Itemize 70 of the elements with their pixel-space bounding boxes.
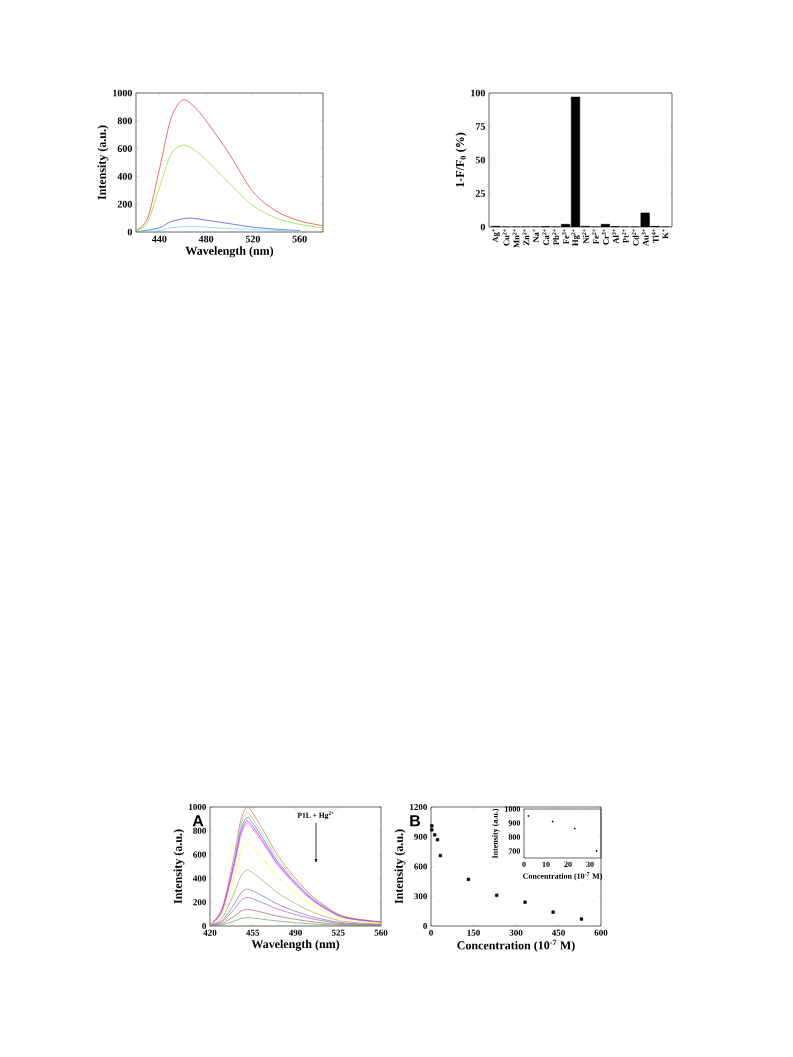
x-tick-label: Fe$^{3+}$ [562,229,570,244]
x-tick-label: 150 [467,929,480,936]
x-tick-label: 480 [198,235,214,243]
x-tick-label: Al$^{3+}$ [611,229,619,244]
y-tick-label: 900 [508,820,521,826]
x-tick-label: 450 [551,929,565,936]
x-tick-label: 490 [288,929,302,936]
y-tick-label: 50 [475,156,485,164]
y-tick-label: 200 [117,200,132,208]
y-tick-label: 400 [117,173,132,180]
y-tick-label: 700 [508,848,521,854]
y-tick-label: 1000 [505,806,521,812]
x-tick-label: 455 [246,929,260,936]
x-tick-label: Ti$^{4+}$ [651,229,659,243]
x-axis-title: Wavelength (nm) [185,246,274,258]
x-tick-label: 560 [374,929,388,936]
x-tick-label: Pb$^{2+}$ [552,229,560,245]
x-tick-label: Au$^{3+}$ [641,229,649,246]
y-axis-title: Intensity (a.u.) [173,829,185,904]
y-axis-title: Intensity (a.u.) [492,808,500,859]
y-tick-label: 75 [475,123,486,130]
y-tick-label: 200 [193,899,207,906]
y-tick-label: 1000 [189,803,207,811]
y-tick-label: 900 [414,833,428,840]
y-tick-label: 800 [193,827,207,834]
y-axis-title: Intensity (a.u.) [394,829,406,904]
x-tick-label: Mn$^{2+}$ [512,229,520,248]
x-tick-label: Zn$^{2+}$ [522,229,530,246]
x-tick-label: Cd$^{2+}$ [631,229,639,246]
x-tick-label: Ag$^{+}$ [491,229,500,243]
x-tick-label: K$^{+}$ [661,229,669,239]
x-tick-label: 0 [522,861,526,868]
text: A [192,815,204,827]
x-tick-label: 440 [152,235,167,243]
x-tick-label: Ca$^{2+}$ [542,229,550,246]
y-tick-label: 600 [117,145,132,152]
x-axis-title: Concentration (10$^{-7}$ M) [523,872,602,881]
x-tick-label: 525 [331,929,345,936]
x-tick-label: 10 [542,861,550,868]
x-tick-label: 30 [586,861,594,868]
y-tick-label: 300 [414,893,428,900]
x-tick-label: Fe$^{2+}$ [592,229,599,244]
x-axis-title: Concentration (10$^{-7}$ M) [457,939,575,952]
y-axis-title: 1-F/F$_{0}$ (%) [455,132,467,187]
x-tick-label: Ni$^{2+}$ [582,229,589,244]
y-axis-title: Intensity (a.u.) [97,125,109,200]
y-tick-label: 800 [508,834,521,840]
y-tick-label: 400 [192,875,207,882]
x-tick-label: 20 [564,861,572,868]
y-tick-label: 0 [423,922,428,930]
x-tick-label: 520 [245,235,260,243]
x-tick-label: 0 [429,929,433,936]
x-axis-title: Wavelength (nm) [251,939,340,951]
y-tick-label: 600 [193,851,207,858]
y-tick-label: 1200 [410,803,428,811]
x-tick-label: 420 [203,929,217,936]
x-tick-label: 600 [594,929,608,936]
y-tick-label: 0 [480,223,485,231]
x-tick-label: Na$^{+}$ [532,229,539,243]
x-tick-label: Hg$^{2+}$ [571,229,580,246]
x-tick-label: Cu$^{2+}$ [502,229,510,246]
x-tick-label: Pt$^{2+}$ [621,229,629,244]
y-tick-label: 25 [475,190,486,197]
x-tick-label: 560 [292,235,307,243]
x-tick-label: Cr$^{3+}$ [601,229,609,245]
y-tick-label: 800 [117,117,132,125]
y-tick-label: 100 [471,89,485,97]
y-tick-label: 1000 [113,89,132,97]
y-tick-label: 0 [202,922,207,930]
text: B [410,815,421,827]
